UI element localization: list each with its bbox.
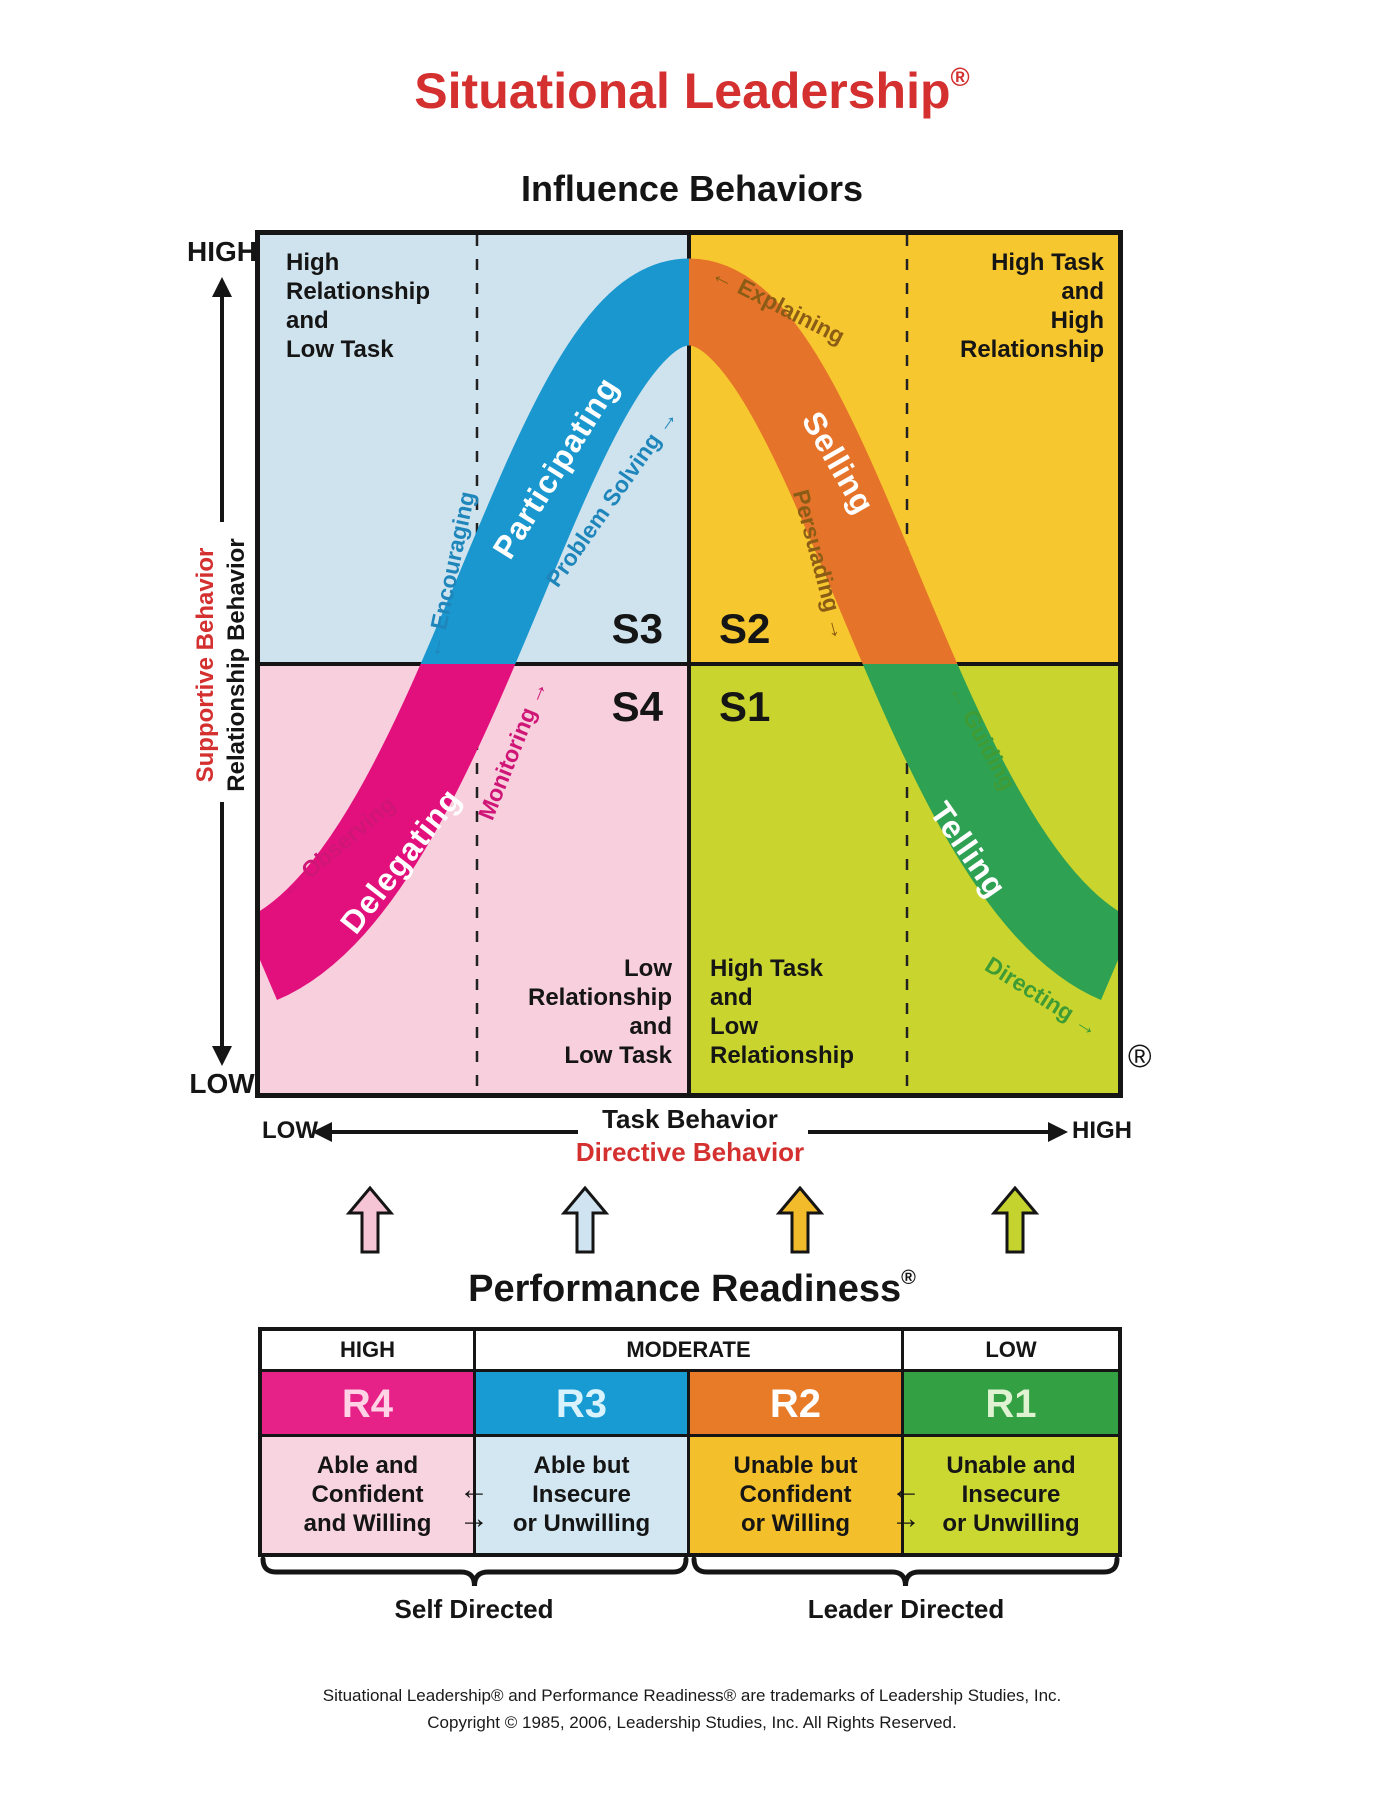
leader-directed-label: Leader Directed <box>807 1594 1005 1624</box>
performance-readiness-table: HIGH MODERATE LOW R4 R3 R2 R1 Able and C… <box>258 1327 1122 1557</box>
corner-label-high-task-low-rel: High Task and Low Relationship <box>710 955 855 1069</box>
delegating-band <box>260 664 516 1000</box>
bell-curve-canvas <box>260 235 1118 1093</box>
corner-label-low-rel-low-task: Low Relationship and Low Task <box>527 955 672 1069</box>
registered-mark: ® <box>901 1267 916 1290</box>
performance-readiness-title: Performance Readiness® <box>468 1267 916 1310</box>
self-directed-brace <box>260 1556 689 1587</box>
left-axis-arrowhead-down <box>212 1046 232 1066</box>
readiness-cell-r1: R1 <box>904 1369 1118 1437</box>
readiness-header-high: HIGH <box>262 1331 476 1369</box>
style-code-s4: S4 <box>611 683 663 730</box>
bottom-axis-arrowhead-right <box>1048 1122 1068 1142</box>
readiness-desc-r2: Unable but Confident or Willing <box>690 1437 904 1553</box>
readiness-cell-r2: R2 <box>690 1369 904 1437</box>
footer-copyright-line: Copyright © 1985, 2006, Leadership Studi… <box>427 1713 957 1732</box>
readiness-arrow-r1 <box>990 1186 1040 1254</box>
left-axis-low-label: LOW <box>189 1068 255 1099</box>
leader-directed-brace <box>691 1556 1120 1587</box>
readiness-arrow-r4 <box>345 1186 395 1254</box>
transfer-arrow-r3-to-r4-left: ← <box>459 1473 489 1506</box>
transfer-arrow-r1-to-r2-left: ← <box>891 1473 921 1506</box>
bottom-axis-line-right <box>808 1130 1050 1134</box>
readiness-desc-r4: Able and Confident and Willing <box>262 1437 476 1553</box>
corner-label-high-task-high-rel: High Task and High Relationship <box>959 249 1104 363</box>
chart-registered-mark: ® <box>1128 1038 1152 1074</box>
participating-band <box>420 258 695 664</box>
registered-mark: ® <box>950 62 970 93</box>
readiness-arrow-r3 <box>560 1186 610 1254</box>
bottom-axis-high-label: HIGH <box>1072 1117 1132 1144</box>
bottom-axis-line-left <box>331 1130 578 1134</box>
left-axis-relationship-behavior-label: Relationship Behavior <box>223 538 250 792</box>
left-axis-line-lower <box>220 802 224 1046</box>
self-directed-label: Self Directed <box>394 1594 554 1624</box>
bottom-axis-low-label: LOW <box>262 1117 318 1144</box>
left-axis-line-upper <box>220 296 224 522</box>
transfer-arrow-r2-to-r1-right: → <box>891 1502 921 1535</box>
bottom-axis-arrowhead-left <box>312 1122 332 1142</box>
directed-group-braces <box>260 1556 1120 1587</box>
style-code-s2: S2 <box>719 605 771 652</box>
readiness-cell-r4: R4 <box>262 1369 476 1437</box>
left-axis-supportive-behavior-label: Supportive Behavior <box>192 547 219 783</box>
readiness-cell-r3: R3 <box>476 1369 690 1437</box>
selling-band <box>683 258 958 664</box>
page-title: Situational Leadership® <box>414 62 970 119</box>
left-axis-high-label: HIGH <box>187 236 257 267</box>
readiness-header-moderate: MODERATE <box>476 1331 904 1369</box>
left-axis-arrowhead-up <box>212 277 232 297</box>
readiness-arrow-r2 <box>775 1186 825 1254</box>
bottom-axis-task-behavior-label: Task Behavior <box>602 1104 778 1134</box>
influence-behaviors-chart: High Relationship and Low Task High Task… <box>255 230 1123 1098</box>
readiness-header-low: LOW <box>904 1331 1118 1369</box>
bottom-axis-directive-behavior-label: Directive Behavior <box>575 1137 805 1167</box>
readiness-desc-r1: Unable and Insecure or Unwilling <box>904 1437 1118 1553</box>
telling-band <box>862 664 1118 1000</box>
style-code-s3: S3 <box>611 605 663 652</box>
footer-trademark-line: Situational Leadership® and Performance … <box>322 1686 1062 1705</box>
chart-title: Influence Behaviors <box>520 168 864 209</box>
corner-label-high-rel-low-task: High Relationship and Low Task <box>286 249 431 363</box>
transfer-arrow-r4-to-r3-right: → <box>459 1502 489 1535</box>
style-code-s1: S1 <box>719 683 771 730</box>
readiness-desc-r3: Able but Insecure or Unwilling <box>476 1437 690 1553</box>
